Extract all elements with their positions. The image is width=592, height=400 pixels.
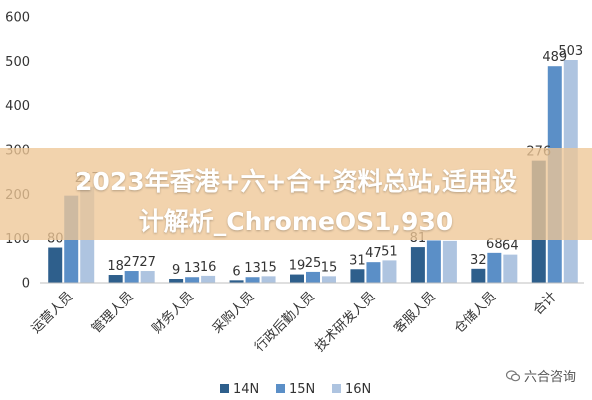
data-label: 47 bbox=[365, 246, 382, 261]
y-tick-label: 600 bbox=[5, 11, 30, 26]
data-label: 18 bbox=[107, 259, 124, 274]
bar-16n bbox=[201, 275, 216, 283]
bar-14n bbox=[290, 274, 304, 283]
data-label: 6 bbox=[232, 264, 240, 279]
data-label: 489 bbox=[542, 50, 567, 65]
bar-14n bbox=[169, 279, 184, 283]
bar-14n bbox=[229, 280, 244, 283]
category-label: 技术研发人员 bbox=[312, 289, 378, 355]
bar-16n bbox=[140, 271, 155, 283]
bar-16n bbox=[261, 276, 276, 283]
data-label: 15 bbox=[321, 260, 338, 275]
category-label: 客服人员 bbox=[391, 289, 439, 337]
category-label: 采购人员 bbox=[209, 289, 257, 337]
wechat-icon bbox=[505, 369, 520, 381]
brand-label: 六合咨询 bbox=[523, 370, 576, 385]
data-label: 64 bbox=[502, 239, 519, 254]
brand-tag: 六合咨询 bbox=[505, 366, 576, 385]
bar-14n bbox=[108, 275, 123, 283]
category-label: 财务人员 bbox=[149, 289, 197, 337]
legend-swatch-15n bbox=[276, 384, 285, 393]
bar-15n bbox=[245, 277, 260, 283]
data-label: 27 bbox=[139, 255, 156, 270]
category-label: 管理人员 bbox=[89, 289, 136, 336]
data-label: 15 bbox=[260, 260, 277, 275]
watermark-band bbox=[0, 148, 592, 240]
bar-16n bbox=[442, 240, 457, 283]
watermark-title-line1: 2023年香港+六+合+资料总站,适用设 bbox=[75, 167, 517, 196]
data-label: 503 bbox=[558, 44, 583, 59]
legend-swatch-14n bbox=[220, 384, 229, 393]
data-label: 32 bbox=[470, 253, 487, 268]
data-label: 9 bbox=[172, 263, 180, 278]
bar-16n bbox=[382, 260, 397, 283]
bar-14n bbox=[350, 269, 365, 283]
data-label: 19 bbox=[289, 259, 306, 274]
category-label: 仓储人员 bbox=[452, 289, 499, 336]
data-label: 13 bbox=[184, 261, 201, 276]
category-label: 运营人员 bbox=[29, 289, 76, 336]
bar-15n bbox=[366, 262, 381, 283]
bar-15n bbox=[306, 271, 320, 283]
bar-14n bbox=[410, 247, 425, 283]
data-label: 31 bbox=[349, 253, 366, 268]
y-tick-label: 400 bbox=[5, 99, 30, 114]
data-label: 68 bbox=[486, 237, 503, 252]
legend: 14N 15N 16N bbox=[220, 382, 371, 397]
data-label: 25 bbox=[305, 256, 322, 271]
bar-15n bbox=[124, 271, 139, 283]
bar-15n bbox=[185, 277, 200, 283]
data-label: 51 bbox=[381, 244, 398, 259]
bar-14n bbox=[471, 268, 486, 283]
y-tick-label: 500 bbox=[5, 55, 30, 70]
bar-15n bbox=[426, 240, 441, 283]
legend-label: 16N bbox=[345, 382, 371, 397]
bar-16n bbox=[322, 276, 336, 283]
category-label: 合计 bbox=[531, 289, 560, 318]
data-label: 16 bbox=[200, 260, 217, 275]
category-label: 行政后勤人员 bbox=[252, 289, 318, 355]
watermark-title-line2: 计解析_ChromeOS1,930 bbox=[138, 207, 454, 236]
legend-label: 15N bbox=[289, 382, 315, 397]
data-label: 13 bbox=[244, 261, 261, 276]
legend-swatch-16n bbox=[332, 384, 341, 393]
bar-16n bbox=[503, 254, 518, 283]
bar-15n bbox=[487, 252, 502, 283]
data-label: 27 bbox=[123, 255, 140, 270]
bar-14n bbox=[48, 247, 63, 283]
legend-label: 14N bbox=[233, 382, 259, 397]
y-tick-label: 0 bbox=[22, 277, 30, 292]
